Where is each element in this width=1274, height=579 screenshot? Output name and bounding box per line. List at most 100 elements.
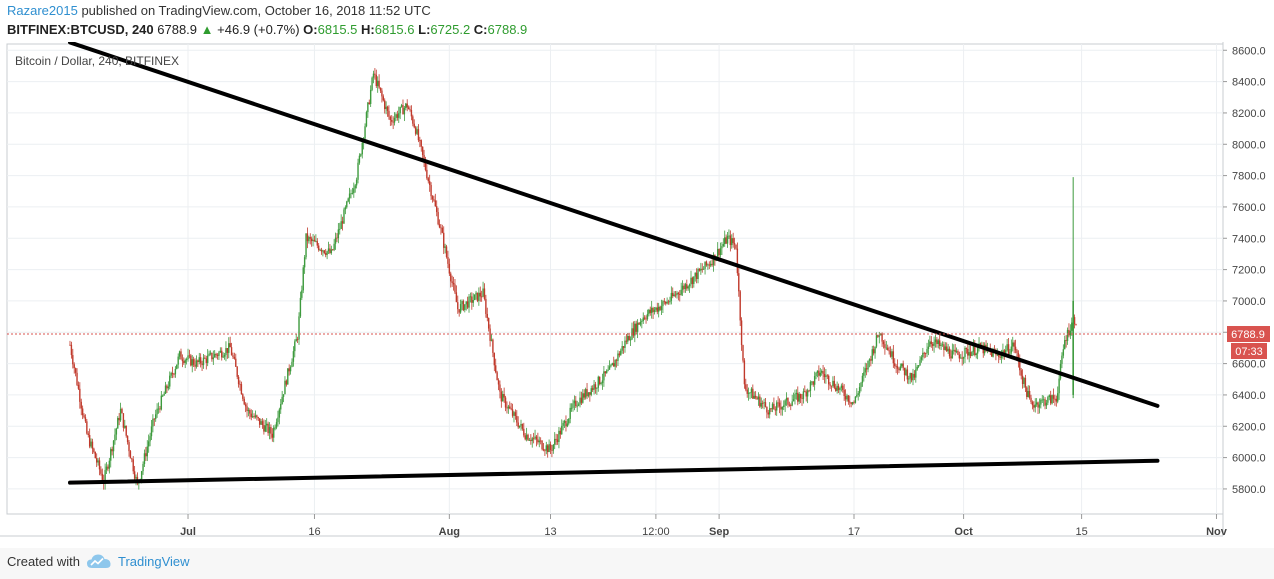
candle [221, 347, 223, 361]
candle [83, 413, 85, 419]
candle [249, 408, 251, 420]
candle [625, 333, 628, 345]
price-tick-label: 7600.0 [1232, 202, 1266, 214]
candle [763, 398, 765, 410]
candle [947, 343, 949, 354]
candle [946, 342, 948, 352]
candle [511, 403, 514, 418]
time-tick-label: Nov [1206, 526, 1228, 538]
candle [645, 315, 647, 324]
candle [627, 333, 629, 345]
candle [152, 414, 154, 433]
candle [825, 368, 827, 384]
candle [648, 308, 650, 317]
price-chart[interactable]: 8600.0 8400.0 8200.0 8000.0 7800.0 7600.0 7400… [0, 42, 1274, 548]
candle [188, 349, 191, 359]
candle [378, 74, 380, 89]
candle [791, 394, 793, 407]
candle [582, 389, 584, 404]
candle [282, 394, 285, 403]
candle [656, 302, 658, 315]
candle [967, 343, 969, 360]
candle [280, 398, 282, 414]
candle [577, 402, 580, 407]
candle [665, 301, 667, 306]
trendline-annotations[interactable] [68, 42, 1160, 485]
candle [150, 420, 153, 441]
candle [839, 387, 841, 395]
candle [340, 214, 342, 229]
candle [882, 339, 885, 349]
candle [853, 400, 855, 405]
candle [129, 449, 132, 459]
candle [315, 234, 317, 243]
candle [183, 357, 185, 365]
candle [659, 305, 661, 311]
candle [194, 358, 196, 372]
candle [842, 382, 844, 393]
candle [761, 400, 764, 409]
candle [407, 105, 410, 110]
candle [341, 216, 344, 231]
candle [957, 349, 959, 356]
candle [622, 345, 625, 354]
candle [337, 223, 340, 244]
candle [743, 358, 746, 389]
candle [857, 391, 859, 401]
last-price-box [1227, 326, 1270, 343]
candle [395, 112, 397, 122]
candle [705, 260, 708, 267]
author-link[interactable]: Razare2015 [7, 3, 78, 18]
candle [812, 380, 814, 387]
candle [667, 299, 670, 305]
close-value: 6788.9 [487, 22, 528, 37]
candle [530, 434, 532, 445]
candle [376, 76, 379, 93]
candle [614, 359, 616, 371]
candle [310, 236, 313, 247]
candle [851, 401, 854, 406]
candle [1061, 352, 1063, 369]
candle [360, 153, 362, 158]
candle [754, 391, 757, 400]
candle [464, 304, 466, 313]
candle [934, 334, 937, 348]
trendline[interactable] [68, 42, 1160, 408]
candle [961, 351, 963, 366]
candle [1034, 398, 1036, 413]
candle [389, 115, 392, 126]
candle [274, 424, 276, 431]
candle [402, 99, 404, 115]
candle [146, 440, 148, 462]
candle [256, 414, 258, 421]
candle [1037, 401, 1039, 415]
candle [844, 389, 847, 406]
candle [201, 360, 203, 371]
candle [1066, 327, 1069, 345]
candle [473, 294, 476, 301]
tradingview-cloud-icon [87, 554, 111, 568]
candle [968, 345, 970, 363]
candle [555, 433, 557, 446]
candle [1041, 395, 1043, 404]
candle [423, 149, 425, 168]
candle [436, 200, 438, 217]
candle [475, 290, 477, 300]
candle [641, 319, 643, 329]
candle [142, 461, 144, 475]
candle [405, 102, 407, 111]
candle [1013, 340, 1015, 354]
candle [454, 279, 456, 294]
candle [81, 405, 84, 420]
trendline[interactable] [68, 458, 1160, 485]
candle [284, 376, 286, 395]
price-tick-label: 6600.0 [1232, 359, 1266, 371]
candle [334, 232, 337, 250]
tradingview-link[interactable]: TradingView [118, 554, 190, 569]
candle [190, 353, 192, 367]
candle [131, 457, 133, 463]
candle [847, 395, 850, 405]
candle [502, 390, 504, 402]
candle [691, 276, 694, 289]
candle [518, 425, 521, 429]
